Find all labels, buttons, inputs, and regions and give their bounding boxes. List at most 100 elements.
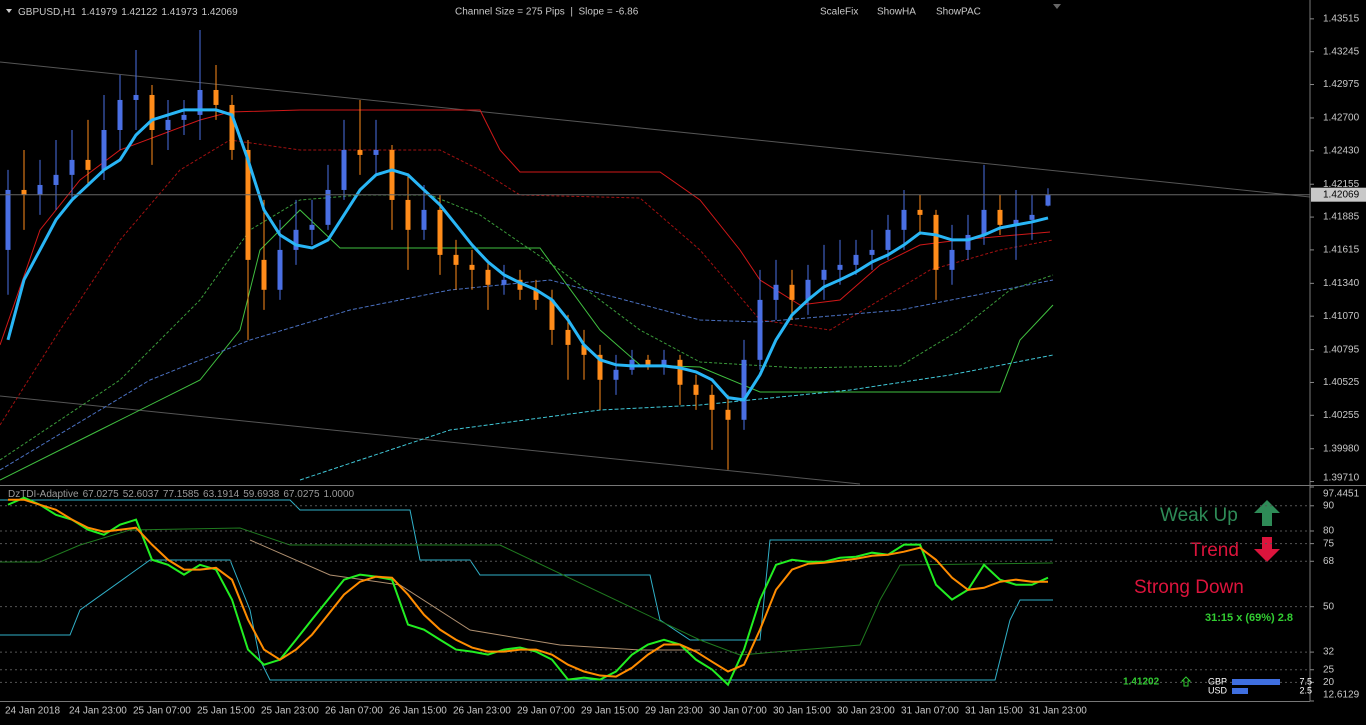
candle-body (261, 259, 267, 290)
symbol-header: GBPUSD,H1 1.41979 1.42122 1.41973 1.42069 (18, 7, 238, 18)
x-tick-label: 30 Jan 07:00 (709, 706, 767, 717)
candle-body (357, 149, 363, 155)
candle-body (549, 299, 555, 330)
price-tag-box (1311, 187, 1366, 202)
y-tick-label: 1.43515 (1323, 13, 1360, 24)
candle-body (5, 189, 11, 250)
candle-body (21, 189, 27, 195)
y-tick-label: 90 (1323, 500, 1335, 511)
indicator-value: 59.6938 (243, 489, 280, 500)
candle-body (853, 254, 859, 265)
candle-body (101, 129, 107, 170)
candle-body (501, 279, 507, 285)
menu-icon[interactable] (6, 9, 12, 13)
strength-bar (1232, 679, 1280, 685)
candle-body (181, 114, 187, 120)
x-tick-label: 26 Jan 15:00 (389, 706, 447, 717)
button[interactable]: ShowPAC (936, 7, 981, 18)
arrow-up (1254, 500, 1280, 526)
candle-body (293, 229, 299, 250)
moving-average (6, 108, 1049, 402)
candle-body (997, 209, 1003, 225)
x-tick-label: 31 Jan 23:00 (1029, 706, 1087, 717)
band (0, 499, 1053, 641)
y-tick-label: 1.40255 (1323, 410, 1360, 421)
y-tick-label: 80 (1323, 526, 1335, 537)
band (0, 559, 1053, 681)
y-tick-label: 25 (1323, 664, 1335, 675)
candle-body (709, 394, 715, 410)
candle-body (53, 174, 59, 185)
bar-value: 1.41973 (161, 7, 198, 18)
candle-body (69, 159, 75, 175)
x-tick-label: 29 Jan 07:00 (517, 706, 575, 717)
candle-body (453, 254, 459, 265)
x-tick-label: 25 Jan 23:00 (261, 706, 319, 717)
button[interactable]: ScaleFix (820, 7, 858, 18)
candle-body (789, 284, 795, 300)
y-tick-label: 1.39710 (1323, 473, 1360, 484)
candle-body (1013, 219, 1019, 225)
candle-body (341, 149, 347, 190)
candle-body (405, 199, 411, 230)
candle-body (773, 284, 779, 300)
button[interactable]: ShowHA (877, 7, 916, 18)
envelope (0, 209, 1054, 481)
candle-body (597, 354, 603, 380)
indicator-value: 77.1585 (163, 489, 200, 500)
indicator-value: 67.0275 (83, 489, 120, 500)
strength-bar (1232, 688, 1248, 694)
candle-body (197, 89, 203, 115)
envelope (0, 279, 1054, 471)
y-tick-label: 1.42700 (1323, 113, 1360, 124)
y-tick-label: 1.40525 (1323, 377, 1360, 388)
candle-body (613, 369, 619, 380)
indicator-decor (0, 61, 1311, 681)
channel-info: Channel Size = 275 Pips | Slope = -6.86 (455, 7, 639, 18)
channel-top (0, 61, 1311, 198)
candle-body (245, 149, 251, 260)
candle-body (981, 209, 987, 235)
candle-body (917, 209, 923, 215)
currency-label: GBP (1208, 676, 1227, 686)
y-tick-label: 1.41340 (1323, 278, 1360, 289)
candle-body (229, 104, 235, 150)
strength-value: 7.5 (1299, 676, 1312, 686)
x-tick-label: 25 Jan 15:00 (197, 706, 255, 717)
envelope (0, 139, 1054, 426)
candle-body (85, 159, 91, 170)
candle-body (533, 289, 539, 300)
envelope (299, 354, 1054, 481)
candle-body (165, 119, 171, 130)
y-tick-label: 1.41070 (1323, 311, 1360, 322)
candle-body (373, 149, 379, 155)
candle-body (277, 249, 283, 290)
candle-body (309, 224, 315, 230)
currency-label: USD (1208, 685, 1228, 695)
y-tick-label: 1.43245 (1323, 46, 1360, 57)
x-tick-label: 26 Jan 07:00 (325, 706, 383, 717)
envelope (0, 194, 1054, 461)
scroll-icon (1053, 4, 1061, 9)
candle-body (1029, 214, 1035, 220)
arrow-down (1254, 537, 1280, 562)
envelope (0, 109, 1051, 346)
x-tick-label: 26 Jan 23:00 (453, 706, 511, 717)
candle-body (757, 299, 763, 360)
candle-body (421, 209, 427, 230)
indicator-value: 67.0275 (283, 489, 320, 500)
candle-body (805, 279, 811, 300)
y-tick-label: 1.41885 (1323, 212, 1360, 223)
y-tick-label: 1.40795 (1323, 344, 1360, 355)
candle-body (485, 269, 491, 285)
signal-text: Trend (1190, 540, 1239, 561)
y-tick-label: 1.42430 (1323, 145, 1360, 156)
indicator-line (8, 498, 1048, 678)
y-tick-label: 1.39980 (1323, 443, 1360, 454)
y-tick-label: 1.41615 (1323, 245, 1360, 256)
channel-bottom (0, 395, 861, 485)
candle-body (821, 269, 827, 280)
strength-value: 2.5 (1299, 685, 1312, 695)
candle-body (37, 184, 43, 195)
